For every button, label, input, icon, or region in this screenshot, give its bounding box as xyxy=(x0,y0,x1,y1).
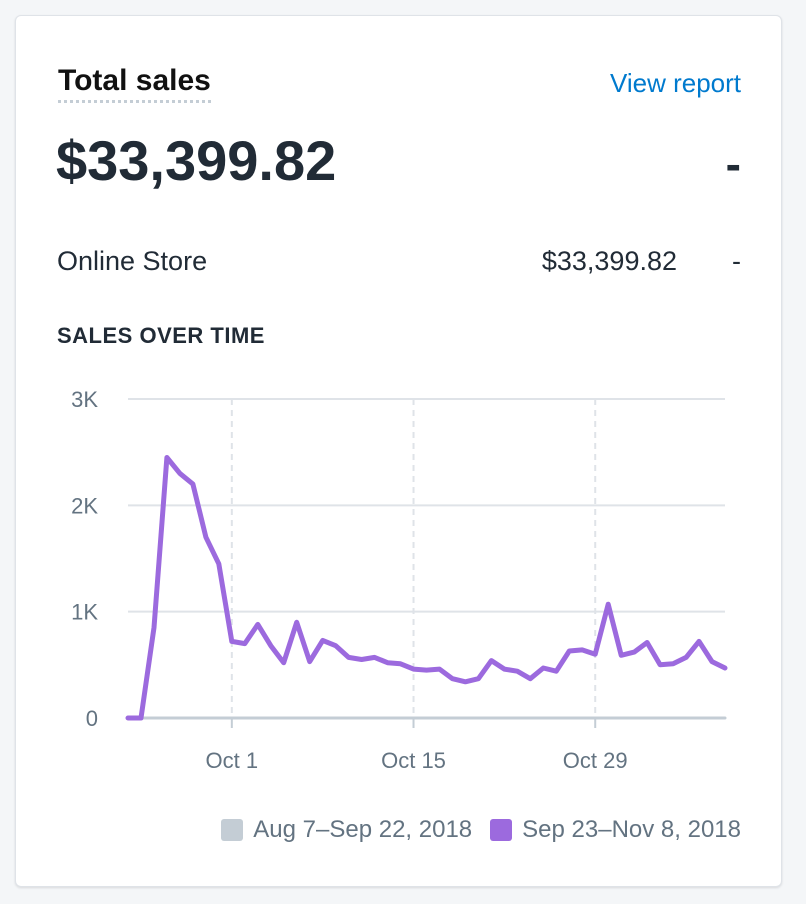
y-tick-label: 2K xyxy=(71,493,98,518)
y-tick-label: 3K xyxy=(71,387,98,412)
channel-change: - xyxy=(732,246,741,276)
total-sales-change: - xyxy=(725,138,741,190)
section-heading: SALES OVER TIME xyxy=(57,323,265,348)
y-tick-label: 0 xyxy=(86,706,98,731)
legend-swatch-previous xyxy=(221,819,244,841)
y-tick-label: 1K xyxy=(71,600,98,625)
x-tick-label: Oct 1 xyxy=(206,748,259,773)
x-tick-label: Oct 15 xyxy=(381,748,446,773)
legend-swatch-current xyxy=(490,819,513,841)
sales-over-time-chart: 0 1K 2K 3K Oct 1 Oct 15 Oct 29 xyxy=(71,387,728,773)
channel-name: Online Store xyxy=(57,246,208,276)
x-tick-label: Oct 29 xyxy=(563,748,628,773)
series-line-current xyxy=(125,455,728,721)
card-title[interactable]: Total sales xyxy=(58,64,211,103)
chart-legend: Aug 7–Sep 22, 2018 Sep 23–Nov 8, 2018 xyxy=(203,816,741,844)
view-report-link[interactable]: View report xyxy=(609,68,741,98)
total-sales-value: $33,399.82 xyxy=(56,129,337,192)
legend-label-current: Sep 23–Nov 8, 2018 xyxy=(522,816,741,843)
legend-label-previous: Aug 7–Sep 22, 2018 xyxy=(253,816,473,843)
legend-item-current[interactable]: Sep 23–Nov 8, 2018 xyxy=(490,816,741,844)
channel-value: $33,399.82 xyxy=(541,246,677,276)
legend-item-previous[interactable]: Aug 7–Sep 22, 2018 xyxy=(221,816,472,844)
total-sales-card: Total sales View report $33,399.82 - Onl… xyxy=(15,15,782,887)
